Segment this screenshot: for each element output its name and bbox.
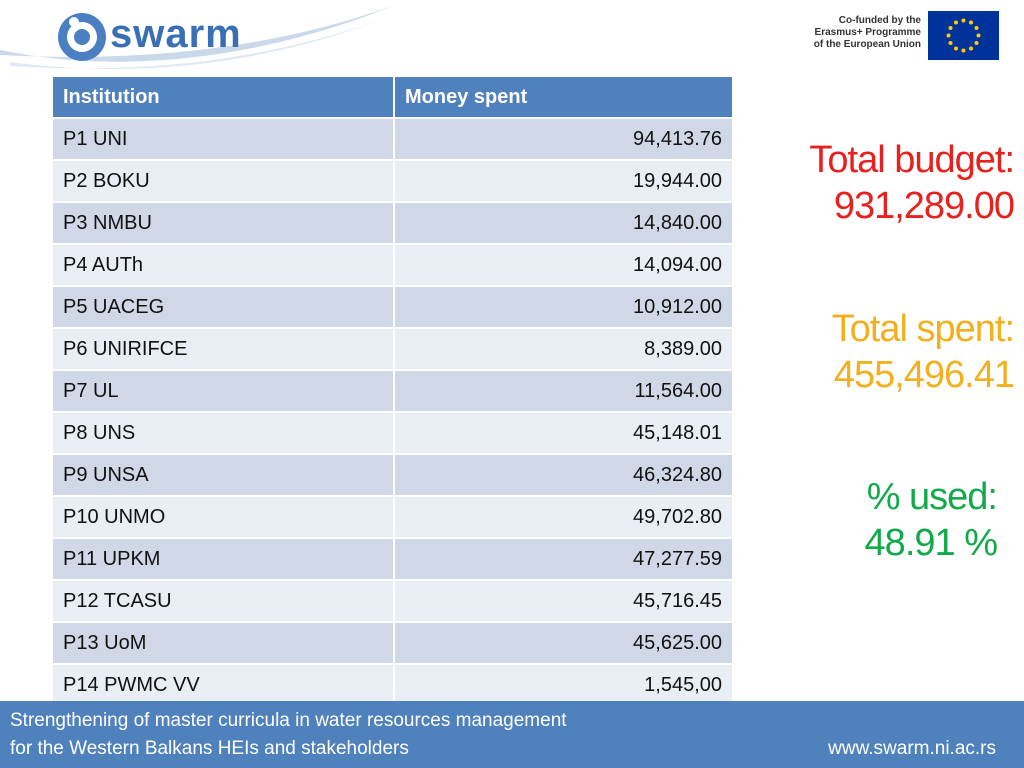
percent-used: % used: 48.91 % xyxy=(864,474,998,566)
eu-star-icon xyxy=(948,26,953,30)
table-row: P8 UNS 45,148.01 xyxy=(51,411,734,455)
money-cell: 47,277.59 xyxy=(393,537,734,581)
total-budget-value: 931,289.00 xyxy=(833,185,1015,227)
institution-cell: P10 UNMO xyxy=(51,495,395,539)
table-row: P2 BOKU 19,944.00 xyxy=(51,159,734,203)
footer-line-1: Strengthening of master curricula in wat… xyxy=(10,710,567,731)
table-row: P12 TCASU 45,716.45 xyxy=(51,579,734,623)
total-budget-label: Total budget: xyxy=(809,139,1015,181)
institution-cell: P12 TCASU xyxy=(51,579,395,623)
logo-text: swarm xyxy=(110,12,242,56)
total-budget: Total budget: 931,289.00 xyxy=(809,137,1015,229)
column-header-money: Money spent xyxy=(393,77,734,119)
eu-star-icon xyxy=(976,33,981,38)
money-cell: 45,148.01 xyxy=(393,411,734,455)
institution-cell: P2 BOKU xyxy=(51,159,395,203)
total-spent-label: Total spent: xyxy=(831,308,1015,350)
institution-cell: P4 AUTh xyxy=(51,243,395,287)
table-row: P3 NMBU 14,840.00 xyxy=(51,201,734,245)
cofunded-line-2: Erasmus+ Programme xyxy=(814,27,921,38)
footer-line-2: for the Western Balkans HEIs and stakeho… xyxy=(10,738,409,759)
institution-cell: P7 UL xyxy=(51,369,395,413)
table-header-row: Institution Money spent xyxy=(51,77,734,119)
eu-star-icon xyxy=(954,20,958,25)
table-row: P14 PWMC VV 1,545,00 xyxy=(51,663,734,707)
table-row: P1 UNI 94,413.76 xyxy=(51,117,734,161)
institution-cell: P8 UNS xyxy=(51,411,395,455)
cofunded-text: Co-funded by the Erasmus+ Programme of t… xyxy=(761,15,921,51)
table-row: P11 UPKM 47,277.59 xyxy=(51,537,734,581)
footer-url-link[interactable]: www.swarm.ni.ac.rs xyxy=(828,738,996,759)
money-cell: 45,625.00 xyxy=(393,621,734,665)
logo-swoosh-icon xyxy=(0,5,395,69)
money-cell: 19,944.00 xyxy=(393,159,734,203)
spending-table: Institution Money spent P1 UNI 94,413.76 P… xyxy=(51,77,734,707)
eu-star-icon xyxy=(961,48,966,53)
total-spent-value: 455,496.41 xyxy=(833,354,1015,396)
institution-cell: P1 UNI xyxy=(51,117,395,161)
table-row: P10 UNMO 49,702.80 xyxy=(51,495,734,539)
eu-star-icon xyxy=(974,41,979,45)
institution-cell: P6 UNIRIFCE xyxy=(51,327,395,371)
eu-flag-icon xyxy=(928,11,999,60)
eu-star-icon xyxy=(948,41,953,45)
money-cell: 14,840.00 xyxy=(393,201,734,245)
money-cell: 11,564.00 xyxy=(393,369,734,413)
percent-used-value: 48.91 % xyxy=(864,522,998,564)
eu-star-icon xyxy=(969,46,973,51)
table-row: P7 UL 11,564.00 xyxy=(51,369,734,413)
institution-cell: P14 PWMC VV xyxy=(51,663,395,707)
institution-cell: P3 NMBU xyxy=(51,201,395,245)
eu-star-icon xyxy=(974,26,979,30)
footer-bar: Strengthening of master curricula in wat… xyxy=(0,701,1024,768)
institution-cell: P13 UoM xyxy=(51,621,395,665)
eu-star-icon xyxy=(969,20,973,25)
money-cell: 8,389.00 xyxy=(393,327,734,371)
money-cell: 45,716.45 xyxy=(393,579,734,623)
table-row: P13 UoM 45,625.00 xyxy=(51,621,734,665)
money-cell: 10,912.00 xyxy=(393,285,734,329)
table-row: P9 UNSA 46,324.80 xyxy=(51,453,734,497)
institution-cell: P11 UPKM xyxy=(51,537,395,581)
money-cell: 1,545,00 xyxy=(393,663,734,707)
percent-used-label: % used: xyxy=(866,476,998,518)
money-cell: 46,324.80 xyxy=(393,453,734,497)
institution-cell: P9 UNSA xyxy=(51,453,395,497)
cofunded-line-1: Co-funded by the xyxy=(838,15,921,26)
money-cell: 94,413.76 xyxy=(393,117,734,161)
table-row: P6 UNIRIFCE 8,389.00 xyxy=(51,327,734,371)
eu-star-icon xyxy=(954,46,958,51)
column-header-institution: Institution xyxy=(51,77,395,119)
cofunded-line-3: of the European Union xyxy=(813,39,921,50)
institution-cell: P5 UACEG xyxy=(51,285,395,329)
money-cell: 14,094.00 xyxy=(393,243,734,287)
eu-star-icon xyxy=(961,18,966,23)
swarm-logo: swarm xyxy=(0,0,400,80)
eu-star-icon xyxy=(946,33,951,38)
table-row: P4 AUTh 14,094.00 xyxy=(51,243,734,287)
money-cell: 49,702.80 xyxy=(393,495,734,539)
total-spent: Total spent: 455,496.41 xyxy=(831,306,1015,398)
table-row: P5 UACEG 10,912.00 xyxy=(51,285,734,329)
